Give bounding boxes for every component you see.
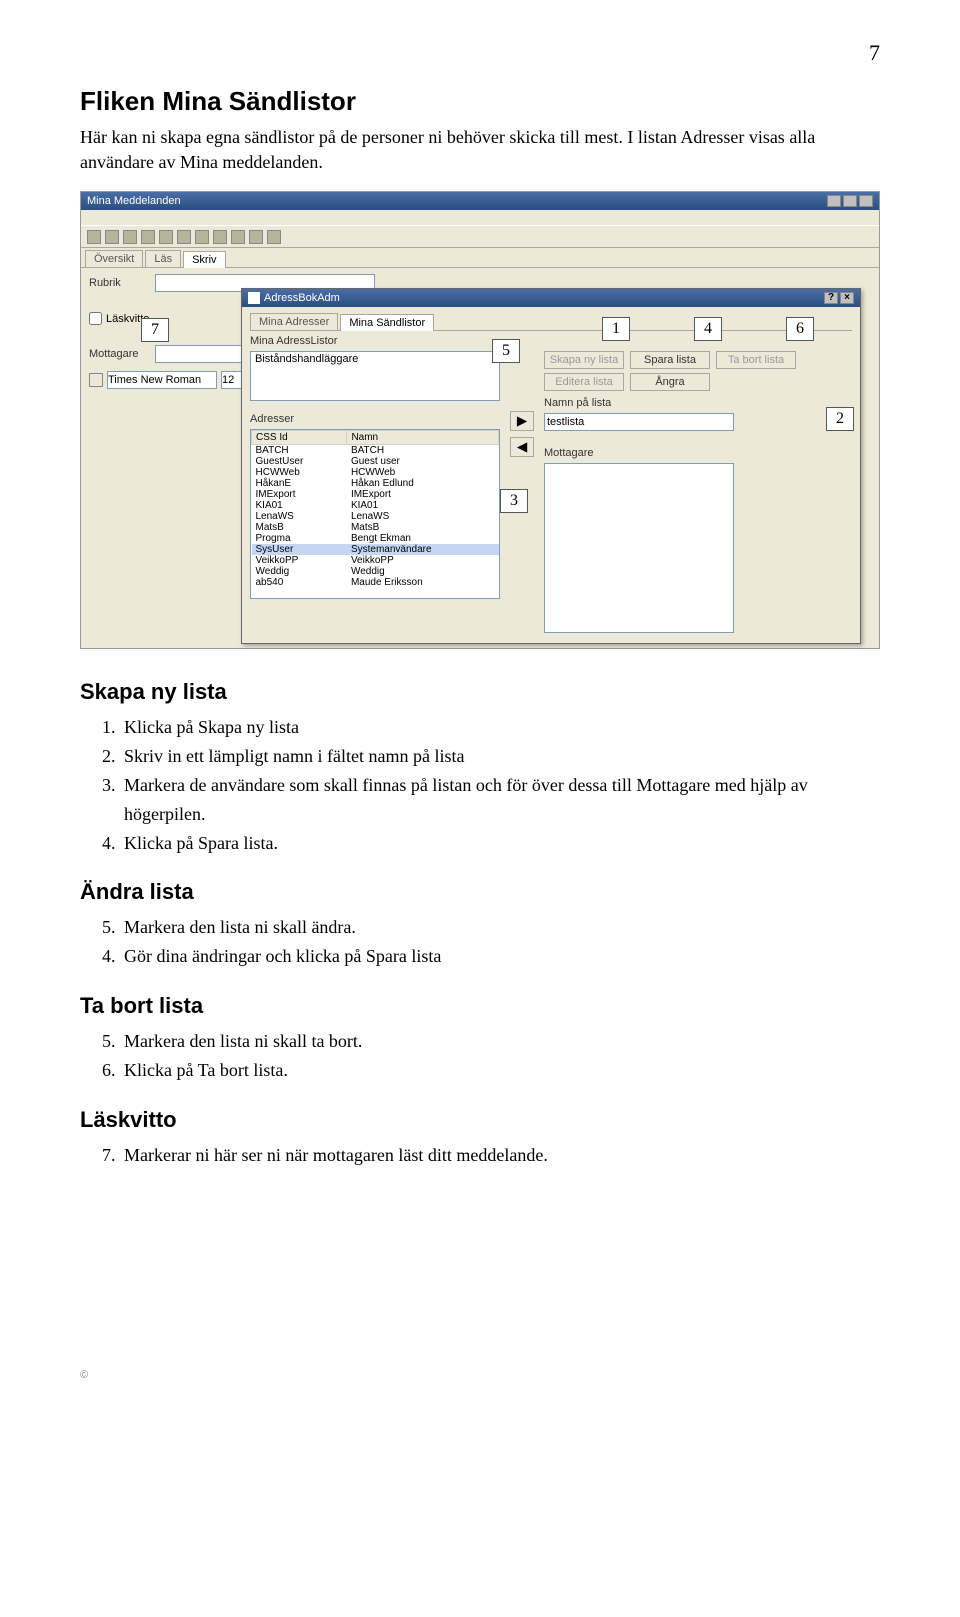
dialog-icon [248, 292, 260, 304]
tool-icon[interactable] [195, 230, 209, 244]
table-row[interactable]: BATCHBATCH [252, 445, 499, 457]
tool-icon[interactable] [177, 230, 191, 244]
move-left-button[interactable]: ◀ [510, 437, 534, 457]
page-number: 7 [80, 40, 880, 66]
adresslistor-listbox[interactable]: Biståndshandläggare [250, 351, 500, 401]
minimize-icon[interactable] [827, 195, 841, 207]
form-area: Rubrik Läskvitto Mottagare 7 AdressBokAd… [81, 268, 879, 648]
table-row[interactable]: HCWWebHCWWeb [252, 467, 499, 478]
section-intro: Här kan ni skapa egna sändlistor på de p… [80, 125, 880, 175]
tool-icon[interactable] [249, 230, 263, 244]
font-name-input[interactable] [107, 371, 217, 389]
mottagare-listbox[interactable] [544, 463, 734, 633]
skapa-heading: Skapa ny lista [80, 679, 880, 705]
table-row[interactable]: IMExportIMExport [252, 489, 499, 500]
table-row[interactable]: WeddigWeddig [252, 566, 499, 577]
mottagare-label: Mottagare [89, 348, 149, 360]
font-icon[interactable] [89, 373, 103, 387]
toolbar [81, 226, 879, 248]
table-row[interactable]: VeikkoPPVeikkoPP [252, 555, 499, 566]
app-title-text: Mina Meddelanden [87, 195, 181, 207]
tool-icon[interactable] [267, 230, 281, 244]
callout-4: 4 [694, 317, 722, 341]
dialog-tabs: Mina Adresser Mina Sändlistor [250, 313, 852, 331]
maximize-icon[interactable] [843, 195, 857, 207]
mottagare-input[interactable] [155, 345, 255, 363]
andra-heading: Ändra lista [80, 879, 880, 905]
col-id: CSS Id [252, 431, 347, 445]
angra-button[interactable]: Ångra [630, 373, 710, 391]
tool-icon[interactable] [213, 230, 227, 244]
editera-button[interactable]: Editera lista [544, 373, 624, 391]
namn-label: Namn på lista [544, 397, 852, 409]
laskvitto-checkbox[interactable] [89, 312, 102, 325]
table-row[interactable]: HåkanEHåkan Edlund [252, 478, 499, 489]
col-namn: Namn [347, 431, 499, 445]
list-item[interactable]: Biståndshandläggare [251, 352, 499, 366]
laskvitto-heading: Läskvitto [80, 1107, 880, 1133]
tool-icon[interactable] [87, 230, 101, 244]
help-icon[interactable]: ? [824, 292, 838, 304]
namn-input[interactable] [544, 413, 734, 431]
table-row[interactable]: GuestUserGuest user [252, 456, 499, 467]
tool-icon[interactable] [231, 230, 245, 244]
tab-oversikt[interactable]: Översikt [85, 250, 143, 267]
callout-6: 6 [786, 317, 814, 341]
skapa-button[interactable]: Skapa ny lista [544, 351, 624, 369]
rubrik-label: Rubrik [89, 277, 149, 289]
copyright: © [80, 1369, 880, 1381]
tab-mina-adresser[interactable]: Mina Adresser [250, 313, 338, 330]
tabort-step-5: Markera den lista ni skall ta bort. [120, 1027, 880, 1056]
spara-button[interactable]: Spara lista [630, 351, 710, 369]
callout-1: 1 [602, 317, 630, 341]
callout-3: 3 [500, 489, 528, 513]
laskvitto-step-7: Markerar ni här ser ni när mottagaren lä… [120, 1141, 880, 1170]
mottagare-list-label: Mottagare [544, 447, 852, 459]
table-row[interactable]: KIA01KIA01 [252, 500, 499, 511]
adresser-label: Adresser [250, 413, 500, 425]
tabort-step-6: Klicka på Ta bort lista. [120, 1056, 880, 1085]
skapa-step-4: Klicka på Spara lista. [120, 829, 880, 858]
main-tabs: Översikt Läs Skriv [81, 248, 879, 268]
app-titlebar: Mina Meddelanden [81, 192, 879, 210]
tab-mina-sandlistor[interactable]: Mina Sändlistor [340, 314, 434, 331]
andra-step-5: Markera den lista ni skall ändra. [120, 913, 880, 942]
callout-7: 7 [141, 318, 169, 342]
sub-label: Mina AdressListor [250, 335, 852, 347]
callout-2: 2 [826, 407, 854, 431]
skapa-step-2: Skriv in ett lämpligt namn i fältet namn… [120, 742, 880, 771]
menubar [81, 210, 879, 226]
skapa-step-3: Markera de användare som skall finnas på… [120, 771, 880, 829]
dialog-close-icon[interactable]: × [840, 292, 854, 304]
move-right-button[interactable]: ▶ [510, 411, 534, 431]
adresser-table[interactable]: CSS Id Namn BATCHBATCHGuestUserGuest use… [250, 429, 500, 599]
dialog-title-text: AdressBokAdm [264, 292, 340, 304]
tabort-heading: Ta bort lista [80, 993, 880, 1019]
table-row[interactable]: LenaWSLenaWS [252, 511, 499, 522]
tab-las[interactable]: Läs [145, 250, 181, 267]
tool-icon[interactable] [159, 230, 173, 244]
dialog-titlebar: AdressBokAdm ? × [242, 289, 860, 307]
tabort-button[interactable]: Ta bort lista [716, 351, 796, 369]
tab-skriv[interactable]: Skriv [183, 251, 225, 268]
close-icon[interactable] [859, 195, 873, 207]
move-buttons: ▶ ◀ [510, 411, 534, 633]
table-row[interactable]: ProgmaBengt Ekman [252, 533, 499, 544]
andra-step-4: Gör dina ändringar och klicka på Spara l… [120, 942, 880, 971]
tool-icon[interactable] [141, 230, 155, 244]
app-window: Mina Meddelanden Översikt Läs Skriv Rubr… [80, 191, 880, 649]
tool-icon[interactable] [105, 230, 119, 244]
addressbook-dialog: AdressBokAdm ? × Mina Adresser Mina Sänd… [241, 288, 861, 644]
skapa-step-1: Klicka på Skapa ny lista [120, 713, 880, 742]
tool-icon[interactable] [123, 230, 137, 244]
table-row[interactable]: ab540Maude Eriksson [252, 577, 499, 588]
callout-5: 5 [492, 339, 520, 363]
table-row[interactable]: MatsBMatsB [252, 522, 499, 533]
section-title: Fliken Mina Sändlistor [80, 86, 880, 117]
window-controls [827, 195, 873, 207]
table-row[interactable]: SysUserSystemanvändare [252, 544, 499, 555]
